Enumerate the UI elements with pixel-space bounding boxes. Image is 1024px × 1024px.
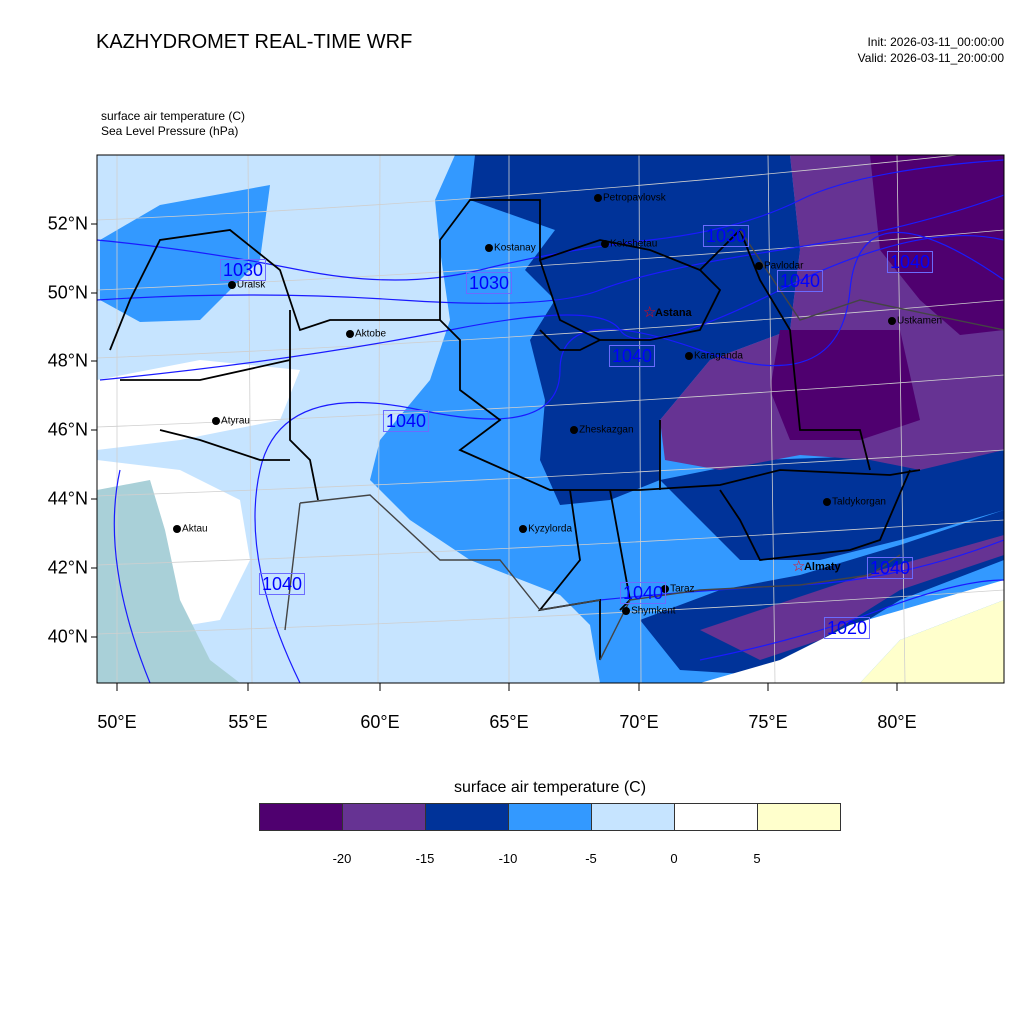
colorbar-swatch [259, 803, 343, 831]
admin-borders [109, 199, 921, 660]
lat-tick-label: 44°N [47, 488, 88, 509]
city-label: Karaganda [694, 350, 743, 362]
colorbar-title: surface air temperature (C) [453, 779, 647, 796]
pressure-contours [97, 159, 1004, 683]
gridlines [97, 155, 1004, 683]
pressure-contour-label: 1040 [382, 410, 430, 432]
pressure-contour-label: 1040 [619, 582, 667, 604]
city-label: Almaty [803, 560, 841, 573]
city-marker-icon [570, 426, 579, 435]
pressure-contour-label: 1040 [886, 251, 934, 273]
colorbar-swatch [425, 803, 509, 831]
city-marker-icon [823, 497, 832, 506]
city-label: Astana [655, 307, 692, 320]
colorbar-swatch [591, 803, 675, 831]
colorbar-swatch [674, 803, 758, 831]
city-marker-icon [227, 280, 236, 289]
temp-region-white-west [97, 360, 300, 450]
lat-tick-label: 40°N [47, 626, 88, 647]
city-marker-icon [754, 261, 763, 270]
colorbar-swatch [342, 803, 426, 831]
valid-time: Valid: 2026-03-11_20:00:00 [857, 51, 1004, 65]
city-marker-icon [601, 239, 610, 248]
city-label: Kostanay [494, 242, 536, 254]
chart-title: KAZHYDROMET REAL-TIME WRF [96, 31, 413, 53]
pressure-contour-label: 1040 [866, 557, 914, 579]
temp-region-minus10 [470, 155, 800, 505]
colorbar-label: -10 [498, 851, 518, 866]
city-label: Aktau [182, 523, 208, 535]
city-label: Kokshetau [610, 238, 658, 250]
pressure-contour-label: 1030 [219, 259, 267, 281]
city-label: Taldykorgan [832, 496, 886, 508]
caspian-sea [97, 480, 240, 683]
map-frame [96, 154, 1005, 684]
lat-tick-label: 42°N [47, 557, 88, 578]
city-marker-icon [685, 352, 693, 361]
lon-tick-label: 80°E [877, 712, 917, 732]
pressure-contour-label: 1020 [823, 617, 871, 639]
field-label-temperature: surface air temperature (C) [101, 109, 246, 123]
lat-tick-label: 50°N [47, 282, 88, 303]
pressure-contour-label: 1030 [702, 225, 750, 247]
pressure-contour-label: 1030 [465, 272, 513, 294]
lon-tick-label: 50°E [97, 712, 137, 732]
colorbar-label: -15 [415, 851, 435, 866]
lon-tick-label: 60°E [360, 712, 400, 732]
colorbar-label: 5 [753, 851, 761, 866]
init-time: Init: 2026-03-11_00:00:00 [867, 35, 1004, 49]
country-borders [284, 229, 1004, 661]
city-label: Shymkent [631, 605, 676, 617]
temp-region-warm [860, 600, 1004, 683]
lon-tick-label: 70°E [619, 712, 659, 732]
colorbar-label: -5 [585, 851, 597, 866]
city-marker-icon [888, 317, 897, 325]
city-label: Ustkamen [897, 315, 943, 327]
colorbar-label: 0 [670, 851, 678, 866]
temp-region-minus20 [870, 155, 1004, 335]
axis-ticks [91, 223, 898, 691]
city-label: Taraz [670, 583, 695, 595]
city-marker-icon [485, 244, 494, 253]
city-marker-icon [622, 607, 631, 615]
temp-region-positive [700, 580, 1004, 683]
lon-tick-label: 55°E [228, 712, 268, 732]
city-label: Atyrau [221, 415, 250, 427]
lat-tick-label: 52°N [47, 213, 88, 234]
pressure-contour-label: 1040 [608, 345, 656, 367]
mountain-purple [700, 535, 1004, 660]
city-label: Zheskazgan [579, 424, 634, 436]
city-label: Uralsk [236, 279, 266, 291]
temp-region-minus20-b [770, 330, 920, 440]
capital-star-icon: ☆ [791, 557, 806, 575]
city-marker-icon [594, 193, 602, 202]
colorbar-label: -20 [332, 851, 352, 866]
field-label-pressure: Sea Level Pressure (hPa) [101, 124, 239, 138]
city-marker-icon [173, 525, 182, 534]
colorbar-swatch [508, 803, 592, 831]
city-label: Petropavlovsk [603, 192, 666, 204]
city-label: Kyzylorda [528, 523, 573, 535]
city-label: Aktobe [354, 328, 387, 340]
lon-tick-label: 65°E [489, 712, 529, 732]
lat-tick-label: 46°N [47, 419, 88, 440]
lat-tick-label: 48°N [47, 350, 88, 371]
lon-tick-label: 75°E [748, 712, 788, 732]
pressure-contour-label: 1040 [776, 270, 824, 292]
city-marker-icon [345, 330, 354, 339]
city-marker-icon [519, 525, 528, 534]
capital-star-icon: ☆ [643, 304, 657, 322]
city-label: Pavlodar [763, 260, 804, 272]
city-marker-icon [212, 417, 221, 426]
colorbar-swatch [757, 803, 841, 831]
pressure-contour-label: 1040 [258, 573, 306, 595]
